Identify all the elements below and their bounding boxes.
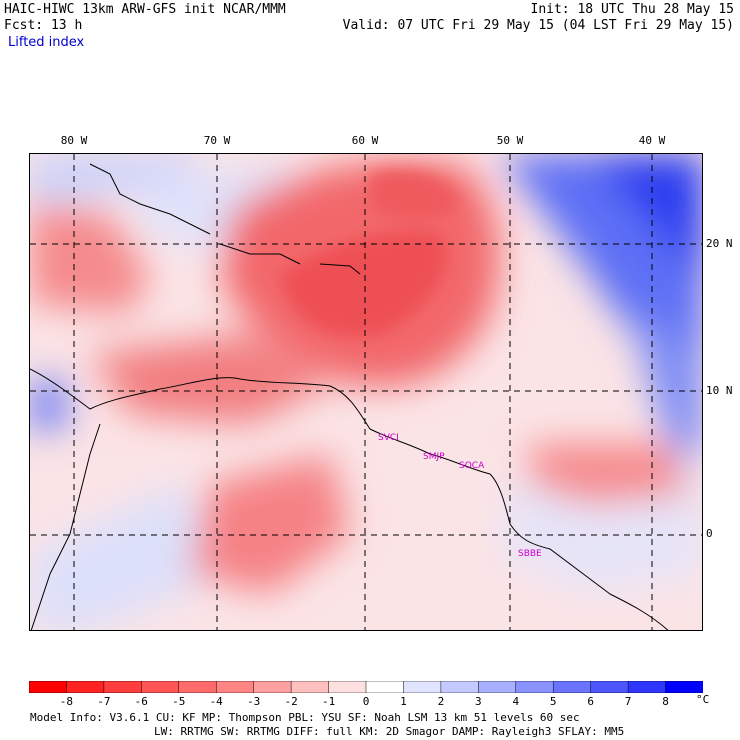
colorbar-tick-label: 4	[512, 695, 520, 708]
lifted-index-map	[29, 153, 703, 631]
instability-core-north	[370, 170, 460, 219]
colorbar-bin	[253, 681, 292, 693]
unstable-region-west	[30, 204, 150, 314]
stable-region-east	[630, 304, 702, 492]
colorbar-tick-label: 8	[662, 695, 669, 708]
colorbar-tick-label: -4	[209, 695, 223, 708]
unstable-region-amazon	[190, 454, 350, 594]
colorbar-unit: °C	[696, 693, 710, 706]
colorbar-tick-label: -6	[134, 695, 148, 708]
colorbar-tick-label: -2	[284, 695, 298, 708]
lon-label-70w: 70 W	[203, 134, 231, 147]
graticule	[30, 154, 702, 630]
init-time: Init: 18 UTC Thu 28 May 15	[530, 2, 735, 17]
colorbar-bin	[29, 681, 68, 693]
lat-label-10n: 10 N	[706, 384, 733, 397]
colorbar-tick-label: -3	[247, 695, 261, 708]
colorbar-bin	[365, 681, 405, 693]
station-soca: SOCA	[459, 461, 485, 471]
colorbar-bin	[215, 681, 255, 693]
colorbar-bin	[66, 681, 105, 693]
stable-region-northwest	[30, 154, 210, 204]
colorbar-bin	[515, 681, 554, 693]
colorbar-tick-label: 6	[587, 695, 594, 708]
colorbar-bin	[290, 681, 330, 693]
station-svci: SVCI	[378, 433, 399, 443]
colorbar-bin	[403, 681, 442, 693]
strong-instability-core	[280, 231, 447, 337]
neutral-region-southwest	[30, 484, 230, 630]
colorbar-tick-label: 1	[400, 695, 407, 708]
very-stable-region	[590, 154, 702, 282]
colorbar-tick-label: -7	[97, 695, 111, 708]
colorbar-bin	[103, 681, 143, 693]
lon-label-40w: 40 W	[638, 134, 666, 147]
stable-region-west	[30, 374, 70, 434]
model-info-line2: LW: RRTMG SW: RRTMG DIFF: full KM: 2D Sm…	[154, 725, 625, 738]
colorbar-bin	[440, 681, 480, 693]
colorbar-bin	[178, 681, 217, 693]
station-sbbe: SBBE	[518, 549, 542, 559]
forecast-hour: Fcst: 13 h	[4, 18, 83, 33]
colorbar-bin	[665, 681, 703, 693]
colorbar-tick-label: 0	[362, 695, 370, 708]
map-canvas	[30, 154, 702, 630]
lat-label-0: 0	[706, 527, 713, 540]
colorbar-bin	[328, 681, 367, 693]
colorbar-tick-label: 5	[549, 695, 557, 708]
lon-label-80w: 80 W	[60, 134, 88, 147]
colorbar-bin	[478, 681, 517, 693]
colorbar-tick-label: 3	[474, 695, 482, 708]
field-name: Lifted index	[8, 35, 85, 50]
station-smjp: SMJP	[423, 452, 445, 462]
lon-label-50w: 50 W	[496, 134, 524, 147]
lon-label-60w: 60 W	[351, 134, 379, 147]
model-title: HAIC-HIWC 13km ARW-GFS init NCAR/MMM	[4, 2, 286, 17]
colorbar-bin	[141, 681, 180, 693]
colorbar	[29, 681, 703, 693]
colorbar-bin	[590, 681, 629, 693]
colorbar-bin	[627, 681, 667, 693]
colorbar-tick-label: 2	[437, 695, 445, 708]
colorbar-bin	[552, 681, 592, 693]
colorbar-tick-label: -5	[172, 695, 186, 708]
colorbar-tick-label: 7	[624, 695, 632, 708]
colorbar-tick-label: -8	[59, 695, 74, 708]
colorbar-tick-label: -1	[321, 695, 336, 708]
unstable-region-atlantic	[530, 444, 690, 504]
model-info-line1: Model Info: V3.6.1 CU: KF MP: Thompson P…	[30, 711, 580, 724]
lat-label-20n: 20 N	[706, 237, 733, 250]
valid-time: Valid: 07 UTC Fri 29 May 15 (04 LST Fri …	[342, 18, 734, 33]
